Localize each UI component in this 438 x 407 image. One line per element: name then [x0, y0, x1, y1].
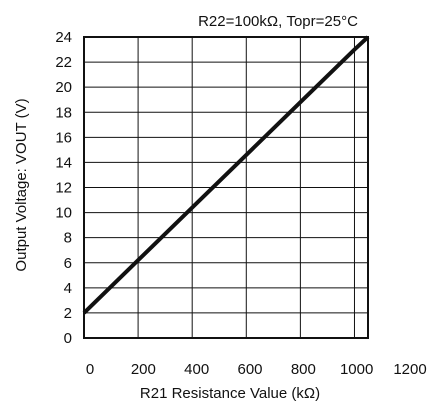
x-tick-label: 800 — [291, 361, 316, 378]
y-tick-label: 8 — [64, 230, 72, 247]
plot-area-border — [83, 36, 369, 339]
y-tick-label: 4 — [64, 280, 72, 297]
y-tick-label: 18 — [55, 104, 72, 121]
y-tick-label: 6 — [64, 255, 72, 272]
x-tick-label: 200 — [131, 361, 156, 378]
y-axis-title: Output Voltage: VOUT (V) — [13, 98, 30, 271]
x-tick-label: 1000 — [340, 361, 373, 378]
x-axis-ticks: 0 200 400 600 800 1000 1200 — [86, 361, 427, 378]
series-line — [82, 35, 370, 315]
y-tick-label: 0 — [64, 330, 72, 347]
y-tick-label: 16 — [55, 129, 72, 146]
x-tick-label: 1200 — [393, 361, 426, 378]
x-tick-label: 600 — [237, 361, 262, 378]
y-tick-label: 20 — [55, 79, 72, 96]
chart-annotation: R22=100kΩ, Topr=25°C — [198, 13, 358, 30]
y-tick-label: 12 — [55, 180, 72, 197]
grid-lines — [83, 36, 368, 339]
y-tick-label: 2 — [64, 305, 72, 322]
x-tick-label: 0 — [86, 361, 94, 378]
y-tick-label: 24 — [55, 29, 72, 46]
series-layer — [82, 35, 370, 315]
y-tick-label: 22 — [55, 54, 72, 71]
y-tick-label: 14 — [55, 154, 72, 171]
x-tick-label: 400 — [184, 361, 209, 378]
plot-frame — [83, 36, 369, 339]
x-axis-title: R21 Resistance Value (kΩ) — [140, 385, 320, 402]
y-tick-label: 10 — [55, 205, 72, 222]
